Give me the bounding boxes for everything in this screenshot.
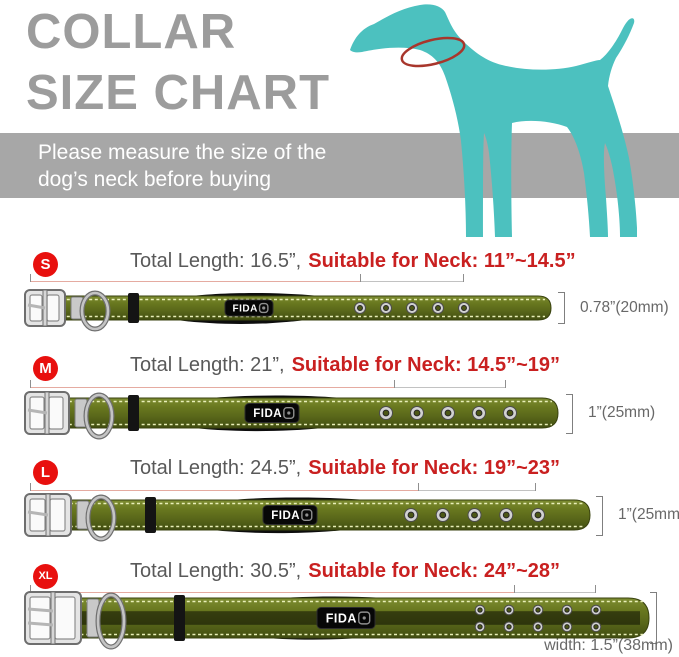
neck-range-label-s: Suitable for Neck: 11”~14.5” [308,250,576,272]
dimension-line-l [30,483,536,491]
dimension-line-m [30,380,506,388]
total-length-label-l: Total Length: 24.5”, [130,457,302,479]
width-label-m: 1”(25mm) [588,404,656,421]
size-badge-s: S [33,252,58,277]
neck-range-label-l: Suitable for Neck: 19”~23” [308,457,561,479]
collar-keeper [128,395,139,431]
collar-keeper [128,293,139,323]
measure-note-text: Please measure the size of the dog’s nec… [38,139,326,193]
width-label-xl: width: 1.5”(38mm) [544,637,673,654]
collar-keeper [174,595,185,641]
total-length-label-xl: Total Length: 30.5”, [130,560,302,582]
width-bracket-m [566,394,573,434]
collar-illustration-l: FIDA [24,493,591,542]
size-spec-l: Total Length: 24.5”, Suitable for Neck: 1… [130,456,560,481]
page-title-line1: COLLAR [26,5,237,59]
dog-silhouette-graphic [350,4,637,238]
page-title-line2: SIZE CHART [26,66,330,120]
size-badge-xl: XL [33,564,58,589]
neck-measure-ring [400,36,466,68]
size-spec-s: Total Length: 16.5”, Suitable for Neck: 1… [130,249,576,274]
width-bracket-xl [650,592,657,644]
collar-webbing [43,295,552,321]
brand-label-text: FIDA [326,612,357,626]
measure-note-line1: Please measure the size of the [38,141,327,164]
total-length-label-m: Total Length: 21”, [130,354,285,376]
brand-label-text: FIDA [253,408,282,420]
neck-range-label-m: Suitable for Neck: 14.5”~19” [291,354,561,376]
collar-webbing [45,397,559,429]
collar-illustration-xl: FIDA [24,591,650,650]
size-badge-m: M [33,356,58,381]
collar-illustration-s: FIDA [24,289,552,332]
brand-label-text: FIDA [271,510,300,522]
size-spec-xl: Total Length: 30.5”, Suitable for Neck: 2… [130,559,560,584]
size-badge-l: L [33,460,58,485]
dimension-line-s [30,274,464,282]
collar-webbing [46,499,591,531]
brand-label-text: FIDA [232,304,257,315]
width-bracket-s [558,292,565,324]
dog-silhouette [350,4,637,238]
width-bracket-l [596,496,603,536]
collar-keeper [145,497,156,533]
width-label-l: 1”(25mm) [618,506,679,523]
size-spec-m: Total Length: 21”, Suitable for Neck: 14.… [130,353,560,378]
measure-note-line2: dog’s neck before buying [38,168,272,191]
total-length-label-s: Total Length: 16.5”, [130,250,302,272]
width-label-s: 0.78”(20mm) [580,299,669,316]
measure-note-banner [0,133,679,198]
collar-illustration-m: FIDA [24,391,559,440]
neck-range-label-xl: Suitable for Neck: 24”~28” [308,560,561,582]
page-title: COLLAR SIZE CHART [26,2,330,124]
dimension-line-xl [30,585,596,593]
